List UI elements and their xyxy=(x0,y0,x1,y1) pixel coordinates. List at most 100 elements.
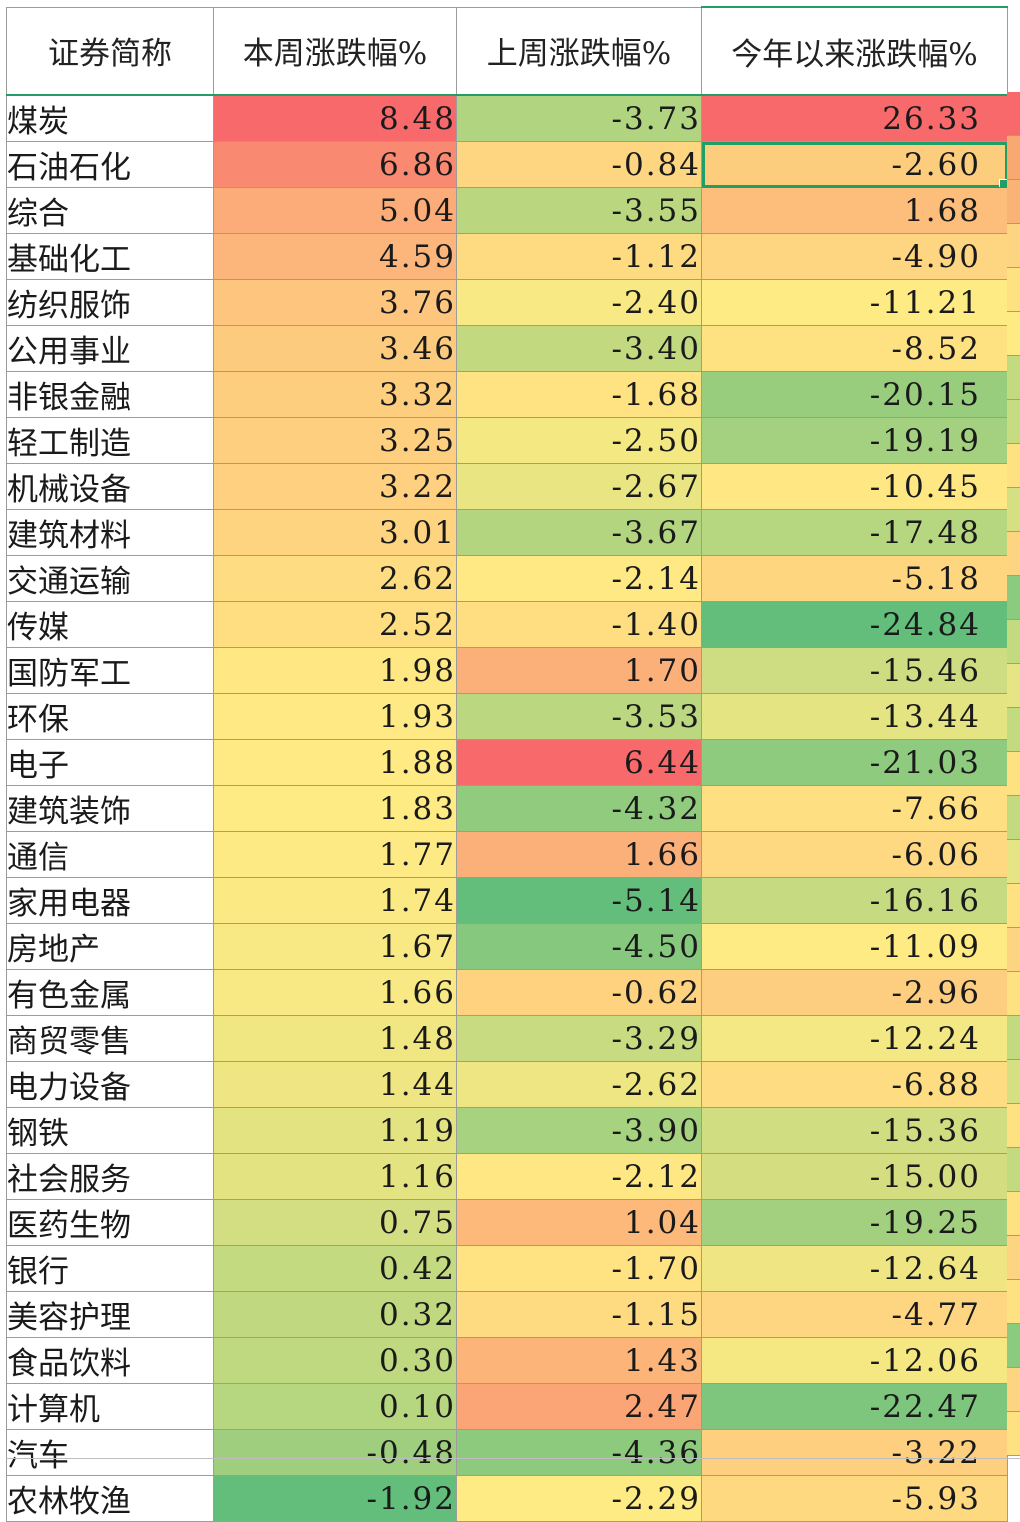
cell-last-week[interactable]: -1.70 xyxy=(456,1245,702,1292)
partial-cell[interactable] xyxy=(1007,92,1020,136)
partial-cell[interactable] xyxy=(1007,928,1020,972)
cell-this-week[interactable]: 1.16 xyxy=(213,1153,457,1200)
cell-this-week[interactable]: 3.22 xyxy=(213,463,457,510)
cell-security-name[interactable]: 电子 xyxy=(6,739,214,786)
cell-security-name[interactable]: 钢铁 xyxy=(6,1107,214,1154)
cell-ytd[interactable]: -19.25 xyxy=(701,1199,1008,1246)
cell-security-name[interactable]: 通信 xyxy=(6,831,214,878)
cell-security-name[interactable]: 电力设备 xyxy=(6,1061,214,1108)
cell-security-name[interactable]: 传媒 xyxy=(6,601,214,648)
cell-security-name[interactable]: 商贸零售 xyxy=(6,1015,214,1062)
partial-cell[interactable] xyxy=(1007,1412,1020,1456)
partial-cell[interactable] xyxy=(1007,664,1020,708)
cell-last-week[interactable]: -0.84 xyxy=(456,141,702,188)
cell-security-name[interactable]: 公用事业 xyxy=(6,325,214,372)
cell-this-week[interactable]: 0.42 xyxy=(213,1245,457,1292)
partial-cell[interactable] xyxy=(1007,1192,1020,1236)
cell-ytd[interactable]: -2.60 xyxy=(701,141,1008,188)
cell-ytd[interactable]: -10.45 xyxy=(701,463,1008,510)
partial-cell[interactable] xyxy=(1007,972,1020,1016)
cell-this-week[interactable]: 1.83 xyxy=(213,785,457,832)
cell-this-week[interactable]: 3.32 xyxy=(213,371,457,418)
partial-cell[interactable] xyxy=(1007,1104,1020,1148)
cell-security-name[interactable]: 社会服务 xyxy=(6,1153,214,1200)
partial-cell[interactable] xyxy=(1007,400,1020,444)
fill-handle[interactable] xyxy=(999,179,1007,187)
cell-security-name[interactable]: 家用电器 xyxy=(6,877,214,924)
cell-ytd[interactable]: -4.77 xyxy=(701,1291,1008,1338)
cell-security-name[interactable]: 食品饮料 xyxy=(6,1337,214,1384)
cell-security-name[interactable]: 有色金属 xyxy=(6,969,214,1016)
cell-this-week[interactable]: 2.52 xyxy=(213,601,457,648)
partial-cell[interactable] xyxy=(1007,576,1020,620)
partial-cell[interactable] xyxy=(1007,708,1020,752)
cell-ytd[interactable]: -19.19 xyxy=(701,417,1008,464)
cell-security-name[interactable]: 煤炭 xyxy=(6,94,214,142)
cell-last-week[interactable]: -3.29 xyxy=(456,1015,702,1062)
cell-ytd[interactable]: -20.15 xyxy=(701,371,1008,418)
cell-this-week[interactable]: 4.59 xyxy=(213,233,457,280)
cell-security-name[interactable]: 汽车 xyxy=(6,1429,214,1476)
partial-cell[interactable] xyxy=(1007,840,1020,884)
partial-cell[interactable] xyxy=(1007,312,1020,356)
cell-security-name[interactable]: 计算机 xyxy=(6,1383,214,1430)
partial-cell[interactable] xyxy=(1007,796,1020,840)
cell-last-week[interactable]: -1.12 xyxy=(456,233,702,280)
cell-last-week[interactable]: -3.73 xyxy=(456,94,702,142)
cell-this-week[interactable]: 0.10 xyxy=(213,1383,457,1430)
partial-cell[interactable] xyxy=(1007,1148,1020,1192)
cell-security-name[interactable]: 建筑装饰 xyxy=(6,785,214,832)
cell-security-name[interactable]: 国防军工 xyxy=(6,647,214,694)
cell-last-week[interactable]: -3.40 xyxy=(456,325,702,372)
partial-cell[interactable] xyxy=(1007,1060,1020,1104)
header-security-name[interactable]: 证券简称 xyxy=(6,6,214,96)
cell-ytd[interactable]: -3.22 xyxy=(701,1429,1008,1476)
partial-cell[interactable] xyxy=(1007,1324,1020,1368)
partial-cell[interactable] xyxy=(1007,488,1020,532)
cell-security-name[interactable]: 农林牧渔 xyxy=(6,1475,214,1522)
cell-last-week[interactable]: -2.12 xyxy=(456,1153,702,1200)
cell-last-week[interactable]: 1.70 xyxy=(456,647,702,694)
header-ytd-change[interactable]: 今年以来涨跌幅% xyxy=(701,6,1008,96)
cell-last-week[interactable]: -2.62 xyxy=(456,1061,702,1108)
cell-last-week[interactable]: 2.47 xyxy=(456,1383,702,1430)
cell-this-week[interactable]: 3.25 xyxy=(213,417,457,464)
cell-this-week[interactable]: -1.92 xyxy=(213,1475,457,1522)
cell-security-name[interactable]: 美容护理 xyxy=(6,1291,214,1338)
cell-ytd[interactable]: -6.06 xyxy=(701,831,1008,878)
cell-security-name[interactable]: 建筑材料 xyxy=(6,509,214,556)
cell-last-week[interactable]: 1.04 xyxy=(456,1199,702,1246)
cell-this-week[interactable]: 0.32 xyxy=(213,1291,457,1338)
cell-security-name[interactable]: 医药生物 xyxy=(6,1199,214,1246)
partial-cell[interactable] xyxy=(1007,1368,1020,1412)
cell-this-week[interactable]: -0.48 xyxy=(213,1429,457,1476)
cell-ytd[interactable]: -16.16 xyxy=(701,877,1008,924)
partial-cell[interactable] xyxy=(1007,224,1020,268)
cell-ytd[interactable]: -7.66 xyxy=(701,785,1008,832)
partial-cell[interactable] xyxy=(1007,444,1020,488)
cell-ytd[interactable]: -13.44 xyxy=(701,693,1008,740)
partial-cell[interactable] xyxy=(1007,620,1020,664)
cell-last-week[interactable]: -3.55 xyxy=(456,187,702,234)
partial-cell[interactable] xyxy=(1007,1236,1020,1280)
cell-security-name[interactable]: 房地产 xyxy=(6,923,214,970)
cell-ytd[interactable]: -21.03 xyxy=(701,739,1008,786)
header-last-week-change[interactable]: 上周涨跌幅% xyxy=(456,6,702,96)
cell-security-name[interactable]: 交通运输 xyxy=(6,555,214,602)
partial-cell[interactable] xyxy=(1007,752,1020,796)
cell-last-week[interactable]: -3.67 xyxy=(456,509,702,556)
cell-this-week[interactable]: 5.04 xyxy=(213,187,457,234)
cell-security-name[interactable]: 基础化工 xyxy=(6,233,214,280)
cell-last-week[interactable]: -1.68 xyxy=(456,371,702,418)
cell-this-week[interactable]: 1.88 xyxy=(213,739,457,786)
cell-ytd[interactable]: -5.93 xyxy=(701,1475,1008,1522)
cell-security-name[interactable]: 环保 xyxy=(6,693,214,740)
cell-this-week[interactable]: 1.19 xyxy=(213,1107,457,1154)
cell-ytd[interactable]: -4.90 xyxy=(701,233,1008,280)
cell-ytd[interactable]: -15.36 xyxy=(701,1107,1008,1154)
partial-cell[interactable] xyxy=(1007,1280,1020,1324)
cell-ytd[interactable]: -11.21 xyxy=(701,279,1008,326)
cell-this-week[interactable]: 0.75 xyxy=(213,1199,457,1246)
cell-last-week[interactable]: -2.14 xyxy=(456,555,702,602)
cell-this-week[interactable]: 1.66 xyxy=(213,969,457,1016)
